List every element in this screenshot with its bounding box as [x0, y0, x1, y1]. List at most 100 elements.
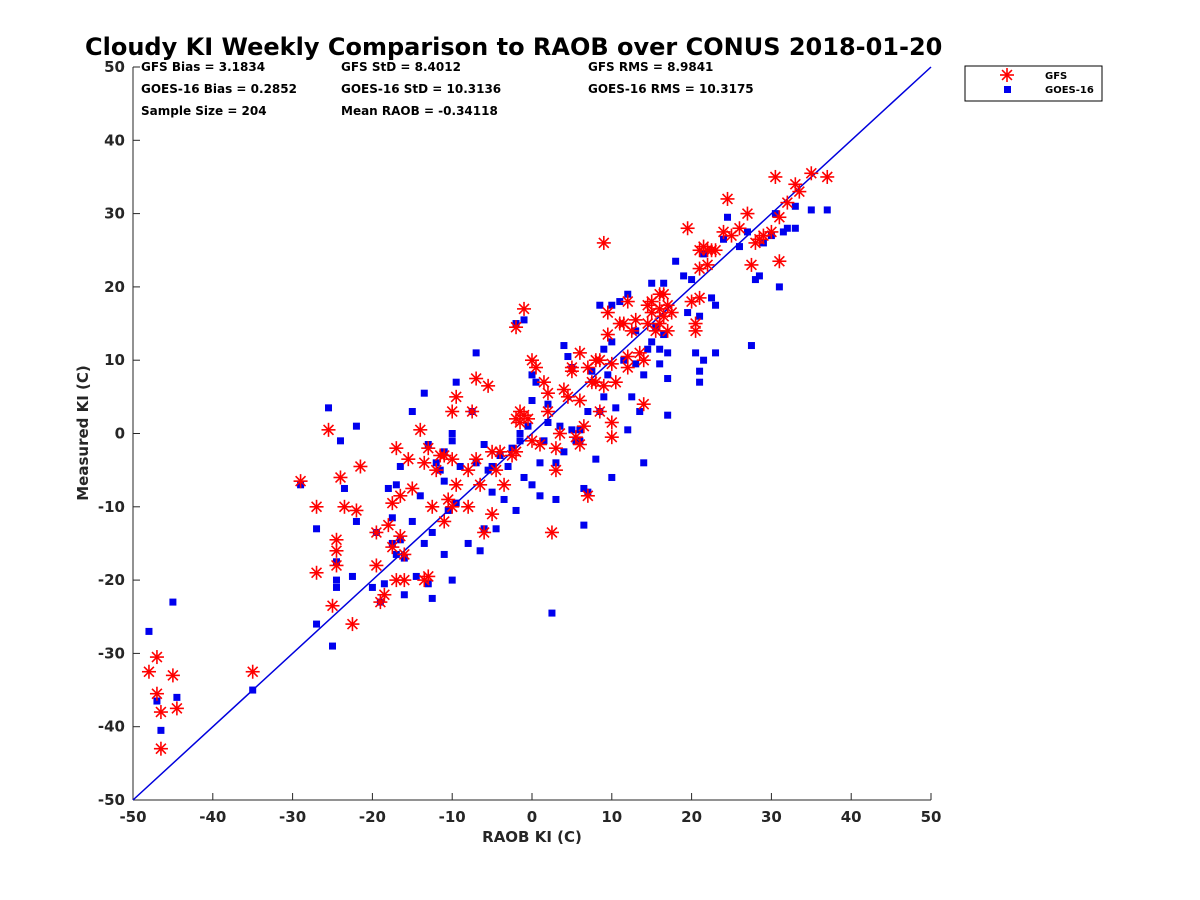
gfs-point	[688, 323, 703, 338]
goes16-point	[696, 312, 704, 320]
goes16-point	[624, 290, 632, 298]
goes16-point	[680, 272, 688, 280]
gfs-point	[556, 382, 571, 397]
goes16-point	[336, 437, 344, 445]
goes16-point	[332, 576, 340, 584]
gfs-point	[497, 477, 512, 492]
goes16-point	[157, 726, 165, 734]
gfs-point	[325, 598, 340, 613]
goes16-point	[640, 459, 648, 467]
gfs-point	[700, 257, 715, 272]
gfs-point	[169, 701, 184, 716]
legend-goes-square-icon	[1004, 86, 1011, 93]
legend-goes-label: GOES-16	[1045, 85, 1094, 96]
goes16-point	[640, 371, 648, 379]
goes16-point	[688, 276, 696, 284]
gfs-point	[780, 195, 795, 210]
goes16-point	[524, 422, 532, 430]
goes16-point	[552, 495, 560, 503]
goes16-point	[823, 206, 831, 214]
goes16-point	[448, 437, 456, 445]
gfs-point	[513, 415, 528, 430]
goes16-point	[396, 462, 404, 470]
gfs-point	[465, 404, 480, 419]
goes16-point	[392, 481, 400, 489]
gfs-point	[564, 364, 579, 379]
y-tick-label: -20	[98, 571, 125, 589]
gfs-point	[517, 301, 532, 316]
gfs-point	[724, 228, 739, 243]
stat-goes-rms: GOES-16 RMS = 10.3175	[588, 82, 754, 96]
goes16-point	[560, 342, 568, 350]
y-tick-label: -10	[98, 498, 125, 516]
goes16-point	[169, 598, 177, 606]
x-tick-label: -40	[199, 808, 226, 826]
gfs-point	[592, 404, 607, 419]
gfs-point	[329, 543, 344, 558]
goes16-point	[348, 572, 356, 580]
gfs-point	[469, 452, 484, 467]
goes16-point	[720, 235, 728, 243]
gfs-point	[540, 386, 555, 401]
gfs-point	[373, 595, 388, 610]
goes16-point	[448, 430, 456, 437]
gfs-point	[620, 349, 635, 364]
goes16-point	[552, 459, 560, 467]
gfs-point	[772, 210, 787, 225]
gfs-point	[509, 444, 524, 459]
gfs-point	[740, 206, 755, 221]
gfs-point	[461, 499, 476, 514]
gfs-point	[473, 477, 488, 492]
x-tick-label: -50	[119, 808, 146, 826]
x-tick-label: 30	[761, 808, 782, 826]
goes16-point	[755, 272, 763, 280]
goes16-point	[440, 477, 448, 485]
gfs-point	[580, 488, 595, 503]
chart-title: Cloudy KI Weekly Comparison to RAOB over…	[85, 33, 942, 61]
gfs-point	[544, 525, 559, 540]
goes16-point	[580, 484, 588, 492]
goes16-point	[153, 697, 161, 705]
y-tick-label: -50	[98, 791, 125, 809]
y-tick-label: -40	[98, 718, 125, 736]
goes16-point	[568, 426, 576, 434]
goes16-point	[684, 309, 692, 317]
goes16-point	[560, 448, 568, 456]
goes16-point	[416, 492, 424, 500]
goes16-point	[500, 495, 508, 503]
gfs-point	[720, 191, 735, 206]
gfs-point	[680, 221, 695, 236]
gfs-point	[596, 235, 611, 250]
gfs-point	[385, 540, 400, 555]
gfs-point	[804, 166, 819, 181]
gfs-point	[245, 664, 260, 679]
goes16-point	[520, 473, 528, 481]
goes16-point	[584, 408, 592, 416]
stats-panel: GFS Bias = 3.1834 GFS StD = 8.4012 GFS R…	[141, 60, 754, 118]
goes16-point	[464, 539, 472, 547]
goes16-point	[536, 492, 544, 500]
plot-area: -50 -40 -30 -20 -10 0 10 20 30 40 50 -50 -40 -30 -20 -1…	[98, 58, 942, 826]
goes16-point	[692, 349, 700, 357]
y-tick-label: 20	[104, 278, 125, 296]
goes16-point	[648, 338, 656, 346]
y-tick-label: 0	[115, 425, 125, 443]
goes16-point	[408, 408, 416, 416]
stat-mean-raob: Mean RAOB = -0.34118	[341, 104, 498, 118]
gfs-point	[560, 389, 575, 404]
gfs-point	[708, 243, 723, 258]
goes16-point	[528, 397, 536, 405]
goes16-point	[520, 316, 528, 324]
gfs-point	[333, 470, 348, 485]
goes16-point	[608, 338, 616, 346]
goes16-point	[696, 378, 704, 386]
gfs-point	[596, 378, 611, 393]
gfs-point	[353, 459, 368, 474]
goes16-point	[600, 345, 608, 353]
gfs-point	[369, 525, 384, 540]
goes16-point	[672, 257, 680, 265]
stat-gfs-std: GFS StD = 8.4012	[341, 60, 461, 74]
goes16-point	[624, 426, 632, 434]
gfs-point	[421, 441, 436, 456]
